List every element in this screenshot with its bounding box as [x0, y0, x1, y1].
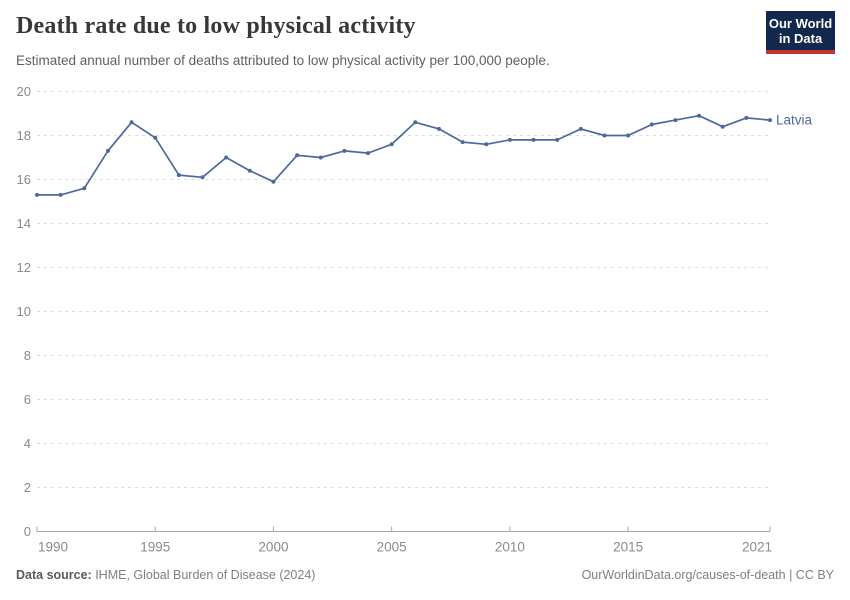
data-point-2018[interactable] [697, 113, 702, 118]
y-tick-label: 4 [24, 436, 31, 451]
data-point-2008[interactable] [460, 140, 465, 145]
x-tick-label: 2021 [742, 540, 772, 555]
data-point-2019[interactable] [720, 124, 725, 129]
y-tick-label: 2 [24, 480, 31, 495]
data-point-1991[interactable] [58, 192, 63, 197]
data-point-2012[interactable] [555, 137, 560, 142]
data-point-1998[interactable] [224, 155, 229, 160]
data-point-2015[interactable] [626, 133, 631, 138]
y-tick-label: 0 [24, 524, 31, 539]
data-point-2014[interactable] [602, 133, 607, 138]
chart-subtitle: Estimated annual number of deaths attrib… [16, 53, 550, 68]
x-tick-label: 2010 [495, 540, 525, 555]
data-point-2004[interactable] [366, 151, 371, 156]
data-point-2009[interactable] [484, 142, 489, 147]
latvia-line[interactable] [37, 114, 771, 196]
data-point-2006[interactable] [413, 120, 418, 125]
chart-title: Death rate due to low physical activity [16, 13, 416, 39]
data-point-1996[interactable] [176, 173, 181, 178]
data-point-1995[interactable] [153, 135, 158, 140]
y-tick-label: 16 [17, 172, 31, 187]
x-tick-label: 1990 [38, 540, 68, 555]
owid-logo-line2: in Data [778, 31, 823, 46]
x-tick-label: 1995 [140, 540, 170, 555]
data-source-note: Data source: IHME, Global Burden of Dise… [16, 568, 315, 582]
data-point-1994[interactable] [129, 120, 134, 125]
data-point-2005[interactable] [389, 142, 394, 147]
data-point-2001[interactable] [295, 153, 300, 158]
data-point-2016[interactable] [649, 122, 654, 127]
y-tick-label: 8 [24, 348, 31, 363]
data-point-2011[interactable] [531, 137, 536, 142]
data-point-1999[interactable] [247, 168, 252, 173]
data-point-2003[interactable] [342, 148, 347, 153]
y-tick-label: 20 [17, 84, 31, 99]
attribution-link[interactable]: OurWorldinData.org/causes-of-death | CC … [581, 568, 834, 582]
owid-logo[interactable]: Our World in Data [766, 11, 835, 54]
data-point-2021[interactable] [768, 118, 772, 123]
data-point-1992[interactable] [82, 186, 87, 191]
x-tick-label: 2005 [377, 540, 407, 555]
data-point-2010[interactable] [507, 137, 512, 142]
y-tick-label: 18 [17, 128, 31, 143]
data-point-2002[interactable] [318, 155, 323, 160]
data-point-2013[interactable] [578, 126, 583, 131]
data-point-1993[interactable] [105, 148, 110, 153]
data-source-value: IHME, Global Burden of Disease (2024) [91, 568, 316, 582]
entity-label: Latvia [776, 113, 813, 128]
data-source-label: Data source: [16, 568, 92, 582]
data-point-2020[interactable] [744, 115, 749, 120]
x-tick-label: 2015 [613, 540, 643, 555]
data-point-1997[interactable] [200, 175, 205, 180]
y-tick-label: 6 [24, 392, 31, 407]
x-tick-label: 2000 [258, 540, 288, 555]
y-tick-label: 12 [17, 260, 31, 275]
y-tick-label: 14 [17, 216, 31, 231]
y-tick-label: 10 [17, 304, 31, 319]
data-point-2017[interactable] [673, 118, 678, 123]
data-point-2007[interactable] [436, 126, 441, 131]
data-point-1990[interactable] [35, 192, 39, 197]
owid-logo-line1: Our World [768, 16, 833, 31]
data-point-2000[interactable] [271, 179, 276, 184]
